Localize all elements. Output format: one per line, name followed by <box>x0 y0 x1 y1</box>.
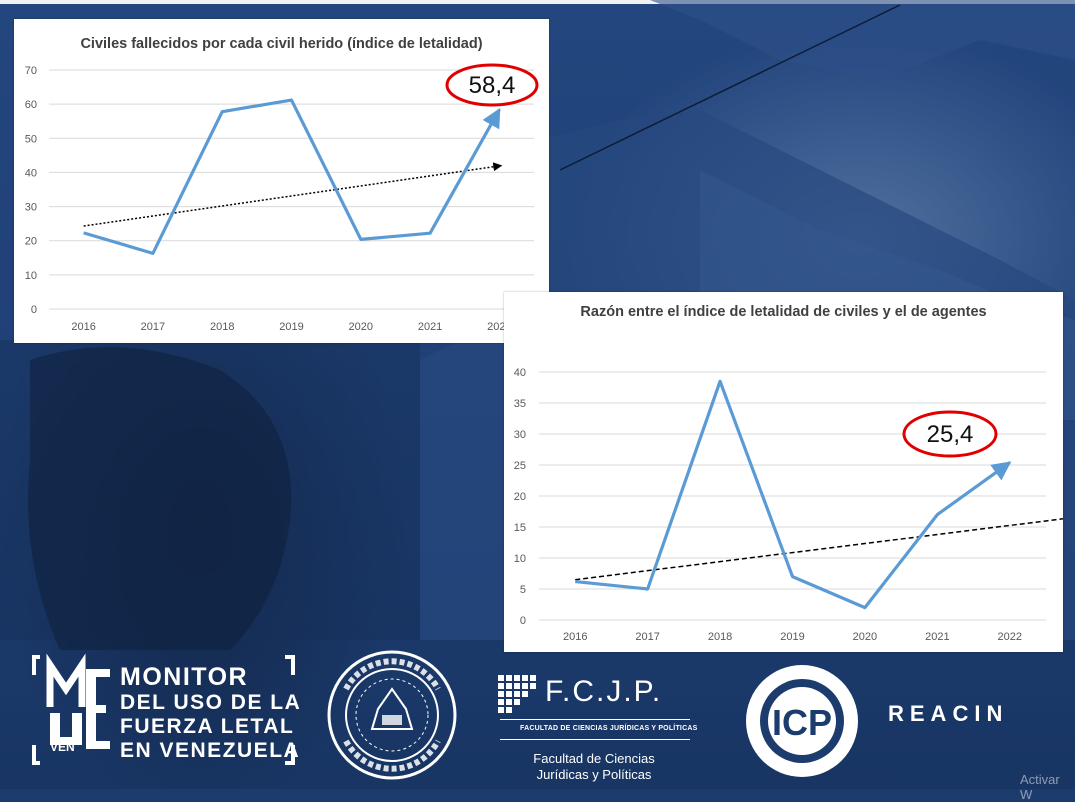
monitor-logo: VEN MONITOR DEL USO DE LA FUERZA LETAL E… <box>0 645 300 775</box>
monitor-line-2: DEL USO DE LA <box>120 691 301 715</box>
y-tick-label: 30 <box>25 202 37 214</box>
monitor-line-3: FUERZA LETAL <box>120 715 294 739</box>
y-tick-label: 30 <box>514 429 526 441</box>
fcjp-caption-1: Facultad de Ciencias <box>494 751 694 766</box>
line-chart-lethality-ratio: 0 5 10 15 20 25 30 35 40 2016 2017 2018 2019 2020 2021… <box>504 292 1063 652</box>
icp-seal-icon: ICP <box>744 663 860 779</box>
x-tick-label: 2019 <box>279 321 303 333</box>
logos-strip: VEN MONITOR DEL USO DE LA FUERZA LETAL E… <box>0 645 1075 789</box>
callout-value: 58,4 <box>469 72 516 99</box>
y-tick-label: 20 <box>25 236 37 248</box>
series-line <box>84 100 500 253</box>
x-tick-label: 2016 <box>563 631 587 643</box>
fcjp-title: F.C.J.P. <box>545 675 662 709</box>
chart-title: Razón entre el índice de letalidad de ci… <box>504 304 1063 320</box>
monitor-line-4: EN VENEZUELA <box>120 739 300 763</box>
y-tick-label: 20 <box>514 491 526 503</box>
y-tick-label: 5 <box>520 584 526 596</box>
x-tick-label: 2018 <box>210 321 234 333</box>
y-tick-label: 15 <box>514 522 526 534</box>
x-tick-label: 2021 <box>925 631 949 643</box>
x-tick-label: 2019 <box>780 631 804 643</box>
x-tick-label: 2021 <box>418 321 442 333</box>
x-tick-label: 2018 <box>708 631 732 643</box>
monitor-line-1: MONITOR <box>120 663 248 692</box>
x-tick-label: 2020 <box>853 631 877 643</box>
monitor-badge: VEN <box>50 740 75 754</box>
y-tick-label: 60 <box>25 99 37 111</box>
fcjp-divider <box>500 719 690 720</box>
y-tick-label: 50 <box>25 133 37 145</box>
chart-panel-lethality-ratio: Razón entre el índice de letalidad de ci… <box>504 292 1063 652</box>
universidad-central-seal-icon <box>326 649 458 781</box>
fcjp-divider-2 <box>500 739 690 740</box>
y-tick-label: 10 <box>514 553 526 565</box>
x-tick-label: 2022 <box>998 631 1022 643</box>
y-tick-label: 40 <box>514 367 526 379</box>
x-tick-label: 2017 <box>635 631 659 643</box>
chart-panel-lethality-index: Civiles fallecidos por cada civil herido… <box>14 19 549 343</box>
activation-watermark: Activar W <box>1020 772 1075 802</box>
y-tick-label: 0 <box>520 615 526 627</box>
x-tick-label: 2016 <box>71 321 95 333</box>
chart-title: Civiles fallecidos por cada civil herido… <box>14 36 549 52</box>
x-tick-label: 2020 <box>349 321 373 333</box>
y-tick-label: 0 <box>31 304 37 316</box>
fcjp-grid-icon <box>498 675 538 715</box>
fcjp-caption-2: Jurídicas y Políticas <box>494 767 694 782</box>
y-tick-label: 70 <box>25 65 37 77</box>
y-tick-label: 35 <box>514 398 526 410</box>
y-tick-label: 10 <box>25 270 37 282</box>
fcjp-subtitle: FACULTAD DE CIENCIAS JURÍDICAS Y POLÍTIC… <box>520 725 697 732</box>
y-tick-label: 40 <box>25 167 37 179</box>
x-tick-label: 2017 <box>141 321 165 333</box>
reacin-logo: REACIN <box>888 701 1008 727</box>
callout-value: 25,4 <box>927 421 974 448</box>
y-tick-label: 25 <box>514 460 526 472</box>
icp-letters: ICP <box>772 702 832 743</box>
